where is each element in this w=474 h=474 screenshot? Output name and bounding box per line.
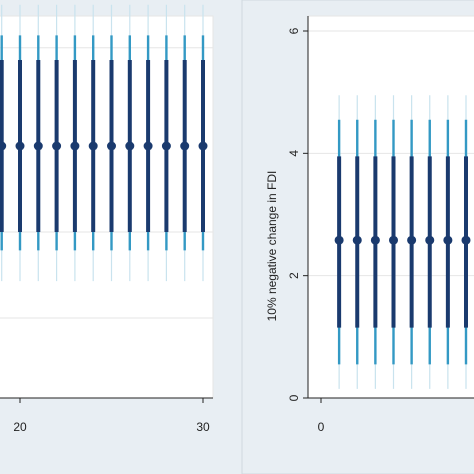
point-estimate — [70, 141, 80, 151]
plot-area — [0, 15, 214, 399]
estimate-mark — [0, 4, 7, 282]
estimate-mark — [161, 4, 171, 282]
point-estimate — [443, 235, 453, 245]
estimate-mark — [15, 4, 25, 282]
point-estimate — [161, 141, 171, 151]
y-axis-title: 10% negative change in FDI — [265, 171, 279, 322]
estimate-mark — [70, 4, 80, 282]
point-estimate — [334, 235, 344, 245]
estimate-mark — [125, 4, 135, 282]
chart-panel-1: 20 30 — [0, 4, 214, 434]
y-tick-label: 6 — [287, 27, 301, 34]
point-estimate — [389, 235, 398, 245]
estimate-mark — [107, 4, 116, 282]
x-tick-label: 20 — [13, 420, 27, 434]
estimate-mark — [461, 95, 471, 389]
point-estimate — [52, 141, 62, 151]
estimate-mark — [52, 4, 62, 282]
point-estimate — [425, 235, 435, 245]
point-estimate — [198, 141, 208, 151]
point-estimate — [107, 141, 116, 151]
estimate-mark — [389, 95, 398, 389]
estimate-mark — [425, 95, 435, 389]
point-estimate — [125, 141, 135, 151]
estimate-mark — [370, 95, 380, 389]
point-estimate — [33, 141, 43, 151]
point-estimate — [180, 141, 190, 151]
estimate-mark — [143, 4, 153, 282]
estimate-mark — [180, 4, 190, 282]
estimate-mark — [33, 4, 43, 282]
point-estimate — [88, 141, 98, 151]
point-estimate — [15, 141, 25, 151]
x-tick-label: 30 — [196, 420, 210, 434]
point-estimate — [461, 235, 471, 245]
estimate-mark — [407, 95, 417, 389]
estimate-mark — [88, 4, 98, 282]
point-estimate — [0, 141, 7, 151]
estimate-mark — [352, 95, 362, 389]
chart-panel-2: 0 0 2 4 6 10% negative change in FDI — [265, 15, 474, 434]
estimate-mark — [443, 95, 453, 389]
y-tick-label: 0 — [287, 394, 301, 401]
estimate-mark — [198, 4, 208, 282]
point-estimate — [143, 141, 153, 151]
panel-frame — [241, 0, 474, 474]
point-estimate — [370, 235, 380, 245]
x-tick-label: 0 — [318, 420, 325, 434]
point-estimate — [407, 235, 417, 245]
point-estimate — [352, 235, 362, 245]
panel-gutter — [222, 0, 242, 474]
estimate-mark — [334, 95, 344, 389]
y-tick-label: 4 — [287, 150, 301, 157]
y-tick-label: 2 — [287, 272, 301, 279]
